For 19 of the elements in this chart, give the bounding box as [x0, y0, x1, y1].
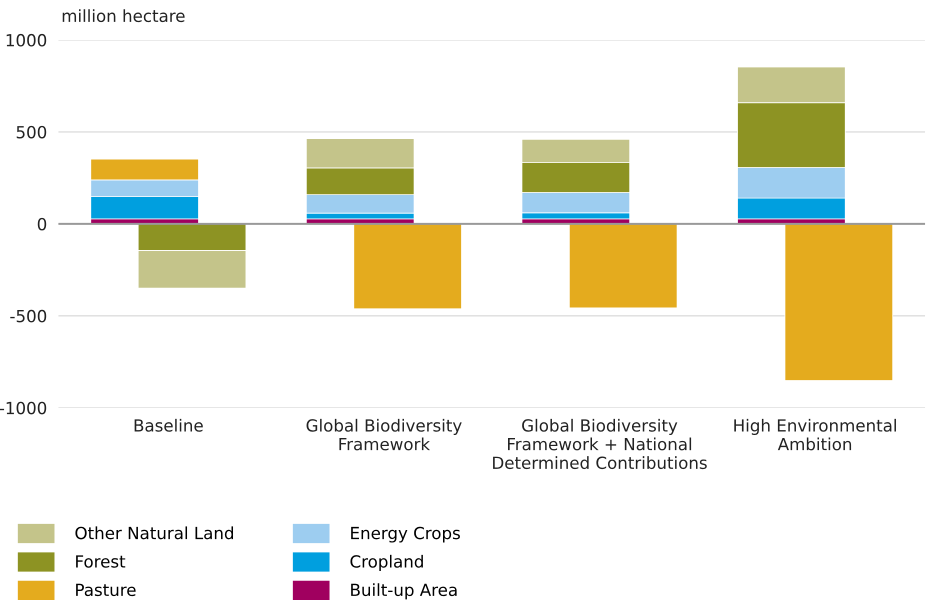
- y-tick-label: 500: [16, 126, 46, 138]
- legend-label: Built-up Area: [351, 583, 457, 600]
- x-tick-label: Baseline: [134, 418, 203, 432]
- x-tick-label: Global Biodiversity Framework: [306, 418, 462, 450]
- y-tick-label: 1000: [6, 34, 46, 47]
- legend-label: Other Natural Land: [75, 526, 234, 540]
- y-axis-title: million hectare: [62, 9, 185, 22]
- bar: [353, 223, 462, 310]
- legend-label: Pasture: [76, 584, 136, 596]
- x-tick-label: Global Biodiversity Framework + National Determined Contributions: [493, 418, 707, 470]
- legend-label: Energy Crops: [351, 526, 460, 543]
- y-tick-label: -1000: [0, 402, 46, 414]
- bar: [784, 223, 894, 381]
- y-tick-label: -500: [10, 310, 46, 322]
- bar: [568, 223, 678, 308]
- legend-label: Forest: [76, 555, 126, 568]
- legend-label: Cropland: [350, 554, 423, 571]
- y-tick-label: 0: [38, 218, 46, 230]
- x-tick-label: High Environmental Ambition: [734, 418, 896, 450]
